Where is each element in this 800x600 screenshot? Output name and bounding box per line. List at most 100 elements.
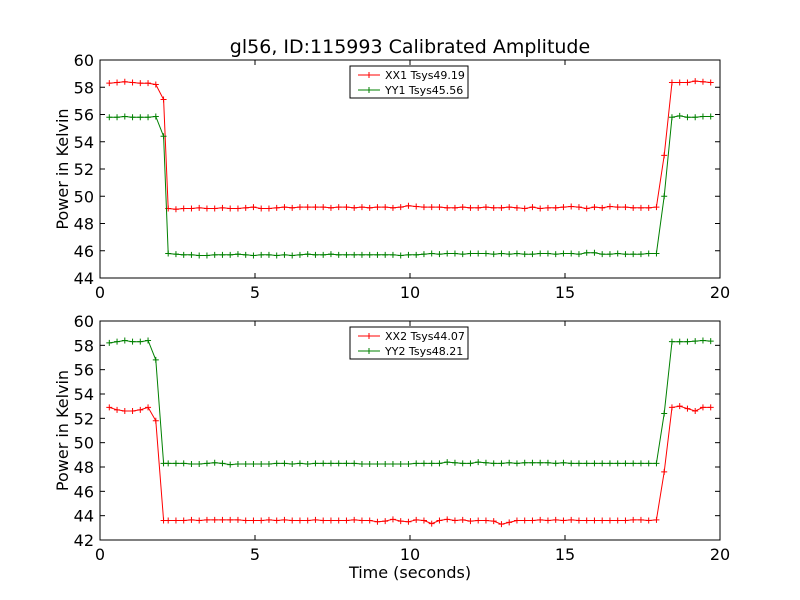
top-legend-box: [349, 65, 469, 99]
top-data-point: [707, 79, 714, 86]
bottom-data-point: [630, 516, 637, 523]
top-data-point: [289, 204, 296, 211]
bottom-data-point: [145, 404, 152, 411]
bottom-data-point: [560, 459, 567, 466]
bottom-data-point: [180, 460, 187, 467]
bottom-x-tick-label: 0: [95, 545, 105, 564]
top-data-point: [521, 205, 528, 212]
bottom-data-point: [106, 339, 113, 346]
bottom-data-point: [568, 460, 575, 467]
bottom-data-point: [405, 460, 412, 467]
top-data-point: [413, 251, 420, 258]
top-data-point: [637, 204, 644, 211]
bottom-data-point: [312, 460, 319, 467]
bottom-data-point: [529, 517, 536, 524]
bottom-data-point: [699, 337, 706, 344]
top-data-point: [459, 204, 466, 211]
bottom-data-point: [129, 408, 136, 415]
bottom-data-point: [645, 517, 652, 524]
bottom-data-point: [196, 460, 203, 467]
bottom-data-point: [335, 517, 342, 524]
bottom-data-point: [552, 460, 559, 467]
bottom-data-point: [684, 338, 691, 345]
top-data-point: [382, 204, 389, 211]
bottom-subplot: 0 5 10 15 20 42 44 46 48 50 52 54 56 58 60 Power in Kel…: [53, 312, 730, 582]
bottom-data-point: [583, 460, 590, 467]
bottom-data-point: [219, 516, 226, 523]
top-data-point: [273, 252, 280, 259]
bottom-data-point: [420, 517, 427, 524]
top-data-point: [498, 250, 505, 257]
top-data-point: [296, 204, 303, 211]
top-data-point: [152, 113, 159, 120]
bottom-data-point: [273, 517, 280, 524]
bottom-data-point: [389, 516, 396, 523]
top-x-tick-label: 5: [250, 283, 260, 302]
top-data-point: [327, 251, 334, 258]
top-y-tick-label: 50: [74, 187, 94, 206]
bottom-data-point: [599, 517, 606, 524]
top-data-point: [196, 204, 203, 211]
top-data-point: [343, 251, 350, 258]
top-data-point: [366, 251, 373, 258]
bottom-data-point: [692, 408, 699, 415]
top-data-point: [568, 203, 575, 210]
top-data-point: [160, 133, 167, 140]
bottom-data-point: [289, 460, 296, 467]
top-y-tick-label: 54: [74, 133, 94, 152]
bottom-data-point: [234, 516, 241, 523]
bottom-data-point: [544, 517, 551, 524]
top-data-point: [506, 251, 513, 258]
top-data-point: [420, 251, 427, 258]
top-data-point: [121, 113, 128, 120]
bottom-data-point: [707, 338, 714, 345]
bottom-data-point: [343, 460, 350, 467]
top-data-point: [459, 251, 466, 258]
bottom-data-point: [622, 460, 629, 467]
top-data-point: [420, 204, 427, 211]
top-x-tick-label: 0: [95, 283, 105, 302]
top-data-point: [312, 251, 319, 258]
bottom-data-point: [467, 460, 474, 467]
bottom-data-point: [707, 404, 714, 411]
bottom-data-point: [351, 460, 358, 467]
bottom-legend-label: XX2 Tsys44.07: [385, 330, 465, 343]
top-data-point: [145, 114, 152, 121]
bottom-data-point: [227, 516, 234, 523]
top-data-point: [544, 250, 551, 257]
top-data-point: [227, 251, 234, 258]
top-data-point: [160, 96, 167, 103]
top-data-point: [304, 251, 311, 258]
top-data-point: [219, 204, 226, 211]
bottom-data-point: [165, 517, 172, 524]
top-data-point: [296, 251, 303, 258]
bottom-data-point: [265, 516, 272, 523]
top-data-point: [203, 252, 210, 259]
bottom-data-point: [374, 460, 381, 467]
bottom-data-point: [692, 338, 699, 345]
top-data-point: [351, 251, 358, 258]
top-data-point: [335, 204, 342, 211]
top-data-point: [444, 250, 451, 257]
top-data-point: [188, 251, 195, 258]
top-data-point: [114, 114, 121, 121]
top-data-point: [242, 251, 249, 258]
top-data-point: [591, 204, 598, 211]
top-data-point: [614, 204, 621, 211]
bottom-data-point: [552, 516, 559, 523]
top-y-tick-label: 52: [74, 160, 94, 179]
top-data-point: [451, 204, 458, 211]
top-data-point: [614, 250, 621, 257]
top-data-point: [467, 204, 474, 211]
top-legend-label: XX1 Tsys49.19: [385, 69, 465, 82]
bottom-data-point: [653, 460, 660, 467]
top-data-point: [137, 80, 144, 87]
bottom-data-point: [351, 516, 358, 523]
top-data-point: [382, 251, 389, 258]
bottom-data-point: [521, 517, 528, 524]
top-data-point: [529, 204, 536, 211]
top-data-point: [265, 251, 272, 258]
top-data-point: [544, 204, 551, 211]
bottom-data-point: [482, 459, 489, 466]
